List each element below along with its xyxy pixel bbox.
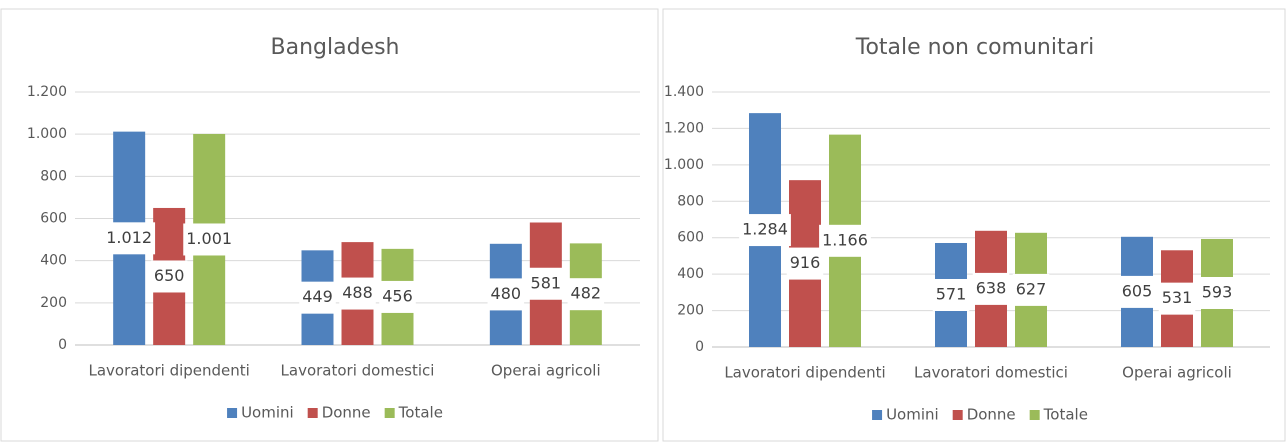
value-label-bg xyxy=(487,278,525,311)
value-label: 638 xyxy=(976,278,1007,297)
value-label-bg xyxy=(819,224,871,257)
chart-title: Totale non comunitari xyxy=(855,35,1095,60)
y-tick-label: 600 xyxy=(677,230,704,246)
value-label: 456 xyxy=(382,286,413,305)
y-tick-label: 800 xyxy=(40,168,67,184)
legend-label: Uomini xyxy=(241,404,294,422)
legend-label: Donne xyxy=(322,404,371,422)
x-tick-label: Lavoratori dipendenti xyxy=(88,362,249,380)
value-label-bg xyxy=(1012,273,1050,306)
value-label-bg xyxy=(567,278,605,311)
y-tick-label: 0 xyxy=(58,337,67,353)
value-label: 1.001 xyxy=(186,229,232,248)
y-tick-label: 800 xyxy=(677,193,704,209)
chart-title: Bangladesh xyxy=(271,35,400,60)
legend-swatch xyxy=(384,408,395,418)
value-label-bg xyxy=(972,272,1010,305)
legend-label: Uomini xyxy=(886,406,939,424)
x-tick-label: Lavoratori dipendenti xyxy=(724,364,885,382)
y-tick-label: 1.200 xyxy=(664,120,704,136)
value-label: 1.166 xyxy=(822,230,868,249)
legend-label: Totale xyxy=(398,404,443,422)
value-label: 593 xyxy=(1202,282,1233,301)
y-tick-label: 600 xyxy=(40,211,67,227)
legend-swatch xyxy=(952,410,963,420)
value-label-bg xyxy=(183,223,236,256)
y-tick-label: 0 xyxy=(695,339,704,355)
value-label-bg xyxy=(299,281,336,314)
value-label: 627 xyxy=(1016,279,1047,298)
value-label: 1.284 xyxy=(742,220,788,239)
legend-swatch xyxy=(307,408,318,418)
y-tick-label: 200 xyxy=(40,295,67,311)
value-label: 916 xyxy=(790,253,821,272)
value-label: 482 xyxy=(571,284,602,303)
legend-label: Donne xyxy=(967,406,1016,424)
value-label-bg xyxy=(932,278,970,311)
value-label-bg xyxy=(739,214,791,247)
y-tick-label: 1.200 xyxy=(27,84,67,100)
value-label: 449 xyxy=(302,287,333,306)
value-label-bg xyxy=(339,277,376,310)
value-label: 571 xyxy=(936,284,967,303)
value-label-bg xyxy=(150,260,188,293)
value-label: 605 xyxy=(1122,281,1153,300)
value-label-bg xyxy=(379,280,416,313)
value-label: 531 xyxy=(1162,288,1193,307)
legend-swatch xyxy=(872,410,883,420)
value-label-bg xyxy=(786,247,824,280)
value-label-bg xyxy=(1158,282,1196,315)
value-label-bg xyxy=(103,222,156,255)
legend-label: Totale xyxy=(1043,406,1088,424)
y-tick-label: 1.400 xyxy=(664,84,704,100)
value-label-bg xyxy=(527,267,565,300)
x-tick-label: Operai agricoli xyxy=(1122,364,1232,382)
x-tick-label: Lavoratori domestici xyxy=(914,364,1068,382)
legend-swatch xyxy=(1029,410,1040,420)
value-label: 488 xyxy=(342,283,373,302)
y-tick-label: 1.000 xyxy=(664,157,704,173)
value-label-bg xyxy=(1198,276,1236,309)
value-label: 650 xyxy=(154,266,185,285)
y-tick-label: 400 xyxy=(677,266,704,282)
value-label: 581 xyxy=(531,273,562,292)
y-tick-label: 1.000 xyxy=(27,126,67,142)
legend-swatch xyxy=(227,408,238,418)
value-label: 1.012 xyxy=(106,228,152,247)
x-tick-label: Operai agricoli xyxy=(491,362,601,380)
value-label: 480 xyxy=(491,284,522,303)
x-tick-label: Lavoratori domestici xyxy=(281,362,435,380)
y-tick-label: 400 xyxy=(40,253,67,269)
y-tick-label: 200 xyxy=(677,303,704,319)
value-label-bg xyxy=(1118,275,1156,308)
